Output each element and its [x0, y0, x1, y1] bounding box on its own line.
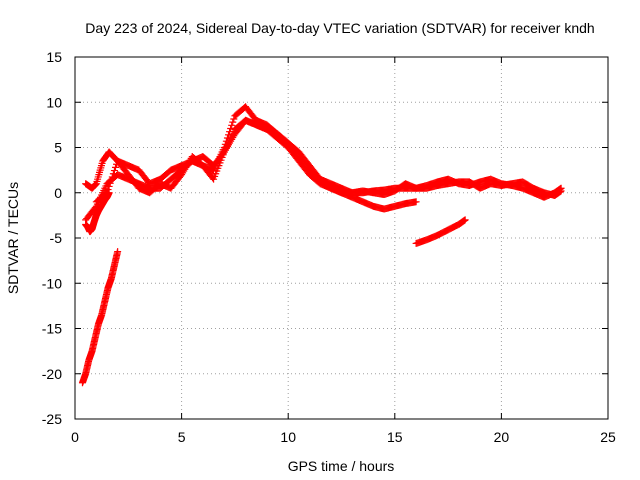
data-point: [225, 131, 233, 139]
data-point: [105, 182, 113, 190]
chart-title: Day 223 of 2024, Sidereal Day-to-day VTE…: [85, 20, 594, 36]
data-point: [109, 170, 117, 178]
data-point: [230, 115, 238, 123]
data-point: [227, 124, 235, 132]
y-tick-label: 10: [46, 94, 62, 110]
data-point: [412, 198, 420, 206]
series-main-track-a: [82, 116, 565, 224]
y-tick-label: 0: [54, 185, 62, 201]
axis-ticks: 0 5 10 15 20 25 -25 -20 -15 -10 -5 0 5 10 15: [42, 49, 616, 445]
data-point: [112, 163, 120, 171]
grid-lines: [75, 57, 608, 419]
data-point: [228, 121, 236, 129]
data-point: [104, 186, 112, 194]
data-point: [557, 184, 565, 192]
series-steep-rise-track: [78, 248, 122, 387]
x-axis-label: GPS time / hours: [288, 458, 395, 474]
series-main-track-c: [92, 116, 420, 213]
y-tick-label: -5: [50, 230, 63, 246]
data-point: [108, 173, 116, 181]
y-tick-label: -15: [42, 321, 62, 337]
data-point: [107, 176, 115, 184]
series-negative-segment: [412, 216, 469, 247]
data-point: [102, 190, 110, 198]
y-tick-label: -20: [42, 366, 62, 382]
x-tick-label: 10: [280, 429, 296, 445]
data-point: [91, 204, 99, 212]
data-point: [226, 128, 234, 136]
data-point: [229, 118, 237, 126]
y-axis-label: SDTVAR / TECUs: [5, 182, 21, 294]
data-point: [114, 248, 122, 256]
data-point: [110, 167, 118, 175]
y-tick-label: 15: [46, 49, 62, 65]
x-tick-label: 20: [494, 429, 510, 445]
data-point: [106, 179, 114, 187]
x-tick-label: 0: [71, 429, 79, 445]
data-point: [103, 189, 111, 197]
y-tick-label: -10: [42, 275, 62, 291]
x-tick-label: 25: [600, 429, 616, 445]
plot-frame: [74, 56, 609, 420]
series-dip-track: [82, 189, 113, 236]
y-tick-label: 5: [54, 140, 62, 156]
x-tick-label: 5: [178, 429, 186, 445]
y-tick-label: -25: [42, 411, 62, 427]
data-point: [461, 216, 469, 224]
x-tick-label: 15: [387, 429, 403, 445]
data-points: [78, 103, 565, 387]
